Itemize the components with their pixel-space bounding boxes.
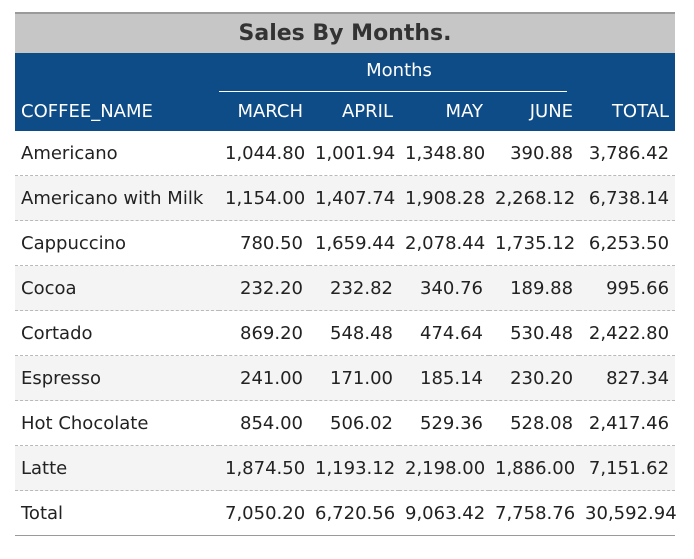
table-row: Americano with Milk 1,154.00 1,407.74 1,908… <box>15 175 676 221</box>
cell-coffee-name: Cortado <box>15 310 219 356</box>
cell-month-value: 1,001.94 <box>309 131 399 176</box>
months-group-label: Months <box>366 59 432 81</box>
cell-month-value: 780.50 <box>219 220 309 266</box>
cell-month-value: 171.00 <box>309 355 399 401</box>
cell-month-value: 185.14 <box>399 355 489 401</box>
report-title: Sales By Months. <box>15 12 675 53</box>
cell-month-value: 232.82 <box>309 265 399 311</box>
table-row: Cocoa 232.20 232.82 340.76 189.88 995.66 <box>15 265 676 311</box>
total-row: Total 7,050.20 6,720.56 9,063.42 7,758.76 30,… <box>15 490 677 536</box>
cell-coffee-name: Latte <box>15 445 219 491</box>
cell-coffee-name: Cappuccino <box>15 220 219 266</box>
cell-total-value: 2,422.80 <box>579 310 676 356</box>
sales-report: Sales By Months. Months COFFEE_NAME MARC… <box>15 12 677 536</box>
cell-month-value: 1,659.44 <box>309 220 399 266</box>
cell-month-value: 9,063.42 <box>399 490 489 536</box>
cell-month-value: 2,198.00 <box>399 445 489 491</box>
cell-total-value: 6,253.50 <box>579 220 676 266</box>
column-header-march: MARCH <box>219 91 309 131</box>
column-header-coffee-name: COFFEE_NAME <box>15 91 219 131</box>
cell-month-value: 340.76 <box>399 265 489 311</box>
cell-coffee-name: Cocoa <box>15 265 219 311</box>
cell-month-value: 1,407.74 <box>309 175 399 221</box>
cell-month-value: 474.64 <box>399 310 489 356</box>
months-group-underline <box>219 91 567 92</box>
cell-month-value: 2,078.44 <box>399 220 489 266</box>
column-header-april: APRIL <box>309 91 399 131</box>
column-header-june: JUNE <box>489 91 580 131</box>
cell-month-value: 1,735.12 <box>489 220 580 266</box>
cell-coffee-name: Hot Chocolate <box>15 400 219 446</box>
table-row: Latte 1,874.50 1,193.12 2,198.00 1,886.00 7,1… <box>15 445 676 491</box>
cell-month-value: 1,154.00 <box>219 175 309 221</box>
table-row: Americano 1,044.80 1,001.94 1,348.80 390.88 3… <box>15 131 676 176</box>
cell-month-value: 7,050.20 <box>219 490 309 536</box>
cell-total-value: 3,786.42 <box>579 131 676 176</box>
table-row: Hot Chocolate 854.00 506.02 529.36 528.08 2,4… <box>15 400 676 446</box>
cell-month-value: 1,874.50 <box>219 445 309 491</box>
cell-total-value: 6,738.14 <box>579 175 676 221</box>
cell-total-value: 995.66 <box>579 265 676 311</box>
table-header: Months COFFEE_NAME MARCH APRIL MAY JUNE … <box>15 53 676 131</box>
table-row: Espresso 241.00 171.00 185.14 230.20 827.34 <box>15 355 676 401</box>
cell-month-value: 241.00 <box>219 355 309 401</box>
cell-month-value: 869.20 <box>219 310 309 356</box>
cell-month-value: 1,908.28 <box>399 175 489 221</box>
cell-month-value: 1,886.00 <box>489 445 580 491</box>
cell-month-value: 528.08 <box>489 400 580 446</box>
cell-month-value: 529.36 <box>399 400 489 446</box>
sales-table: Months COFFEE_NAME MARCH APRIL MAY JUNE … <box>15 53 677 536</box>
table-row: Cortado 869.20 548.48 474.64 530.48 2,422.80 <box>15 310 676 356</box>
header-group-row: Months <box>15 53 676 91</box>
cell-total-value: 30,592.94 <box>579 490 677 536</box>
cell-month-value: 390.88 <box>489 131 580 176</box>
cell-coffee-name: Americano with Milk <box>15 175 219 221</box>
cell-month-value: 7,758.76 <box>489 490 580 536</box>
table-body: Americano 1,044.80 1,001.94 1,348.80 390.88 3… <box>15 131 677 536</box>
cell-month-value: 854.00 <box>219 400 309 446</box>
cell-total-value: 827.34 <box>579 355 676 401</box>
months-group-header: Months <box>219 53 580 91</box>
table-row: Cappuccino 780.50 1,659.44 2,078.44 1,735.12… <box>15 220 676 266</box>
cell-coffee-name: Espresso <box>15 355 219 401</box>
cell-month-value: 1,348.80 <box>399 131 489 176</box>
cell-total-value: 7,151.62 <box>579 445 676 491</box>
cell-month-value: 1,193.12 <box>309 445 399 491</box>
cell-month-value: 232.20 <box>219 265 309 311</box>
column-header-total: TOTAL <box>579 91 676 131</box>
cell-month-value: 530.48 <box>489 310 580 356</box>
cell-month-value: 6,720.56 <box>309 490 399 536</box>
cell-month-value: 1,044.80 <box>219 131 309 176</box>
cell-coffee-name: Americano <box>15 131 219 176</box>
cell-month-value: 506.02 <box>309 400 399 446</box>
cell-total-value: 2,417.46 <box>579 400 676 446</box>
cell-month-value: 548.48 <box>309 310 399 356</box>
column-header-may: MAY <box>399 91 489 131</box>
header-spacer <box>579 53 676 91</box>
header-spacer <box>15 53 219 91</box>
cell-coffee-name: Total <box>15 490 219 536</box>
cell-month-value: 189.88 <box>489 265 580 311</box>
cell-month-value: 230.20 <box>489 355 580 401</box>
header-column-row: COFFEE_NAME MARCH APRIL MAY JUNE TOTAL <box>15 91 676 131</box>
cell-month-value: 2,268.12 <box>489 175 580 221</box>
